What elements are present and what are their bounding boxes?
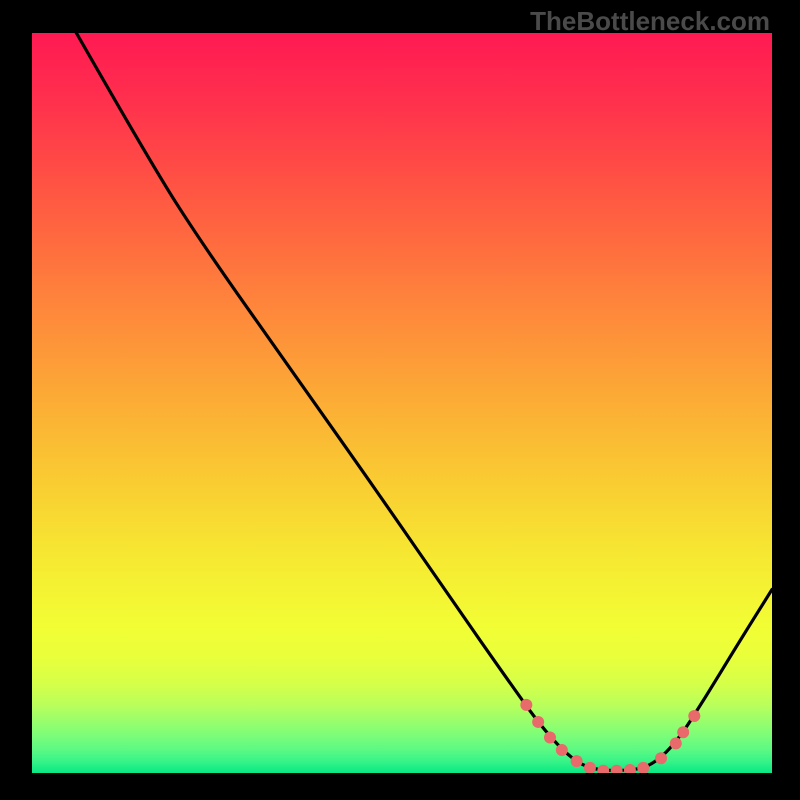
marker-dot — [520, 699, 532, 711]
gradient-background — [32, 33, 772, 773]
bottleneck-curve-chart — [32, 33, 772, 773]
marker-dot — [688, 710, 700, 722]
marker-dot — [544, 731, 556, 743]
marker-dot — [670, 737, 682, 749]
marker-dot — [677, 726, 689, 738]
marker-dot — [571, 755, 583, 767]
marker-dot — [532, 716, 544, 728]
marker-dot — [556, 744, 568, 756]
marker-dot — [655, 752, 667, 764]
plot-area — [32, 33, 772, 773]
watermark-text: TheBottleneck.com — [530, 6, 770, 37]
